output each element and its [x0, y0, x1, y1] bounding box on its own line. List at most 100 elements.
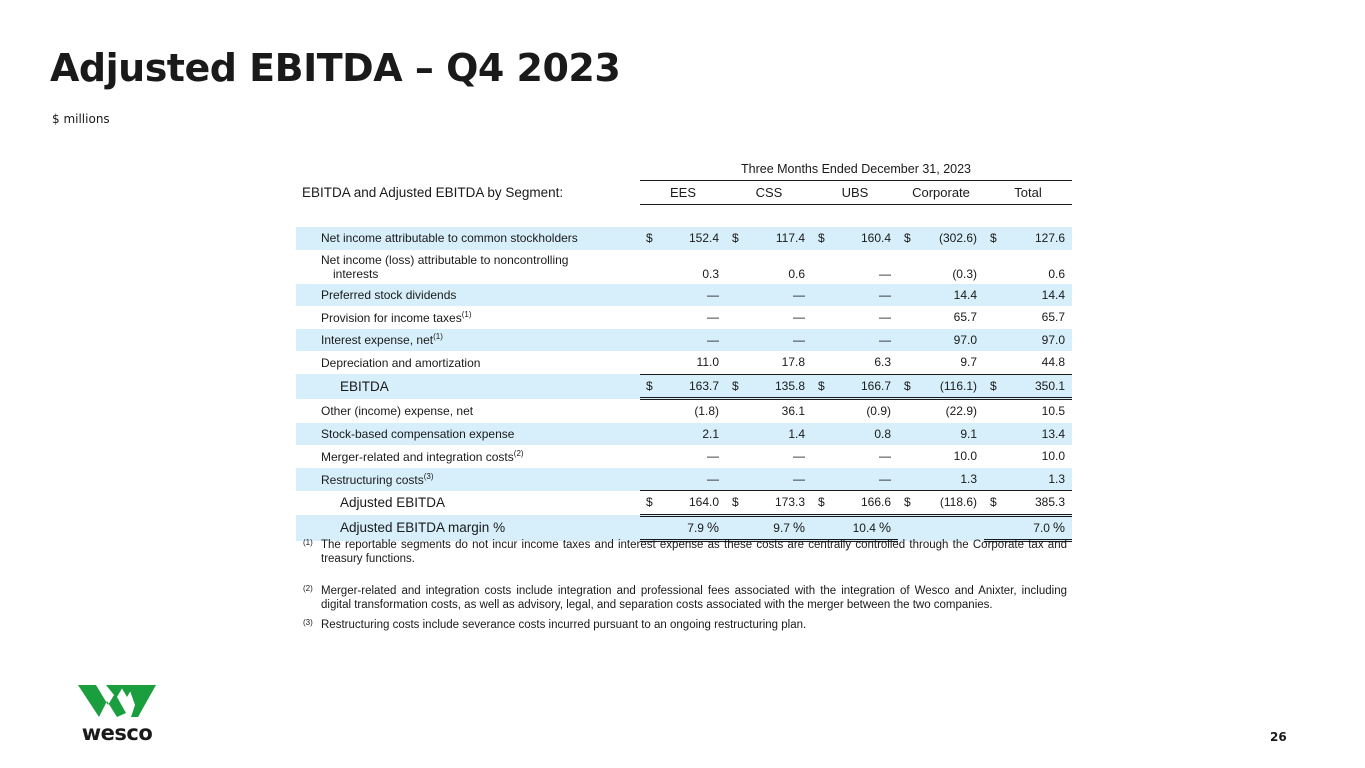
- table-row-restructuring: Restructuring costs(3) — — — 1.3 1.3: [296, 467, 1072, 491]
- footnote-ref: (1): [461, 309, 472, 319]
- table-row-merger-costs: Merger-related and integration costs(2) …: [296, 445, 1072, 468]
- currency-symbol: $: [640, 373, 653, 400]
- margin-value: 10.4: [852, 521, 876, 536]
- row-label: EBITDA: [296, 374, 640, 399]
- cell-ubs: —: [879, 266, 891, 281]
- row-label-text: Merger-related and integration costs: [321, 449, 514, 464]
- cell-total: 97.0: [996, 328, 1072, 351]
- cell-corporate: (116.1): [910, 373, 984, 400]
- percent-sign: %: [878, 520, 891, 536]
- cell-css: 0.6: [788, 266, 805, 281]
- cell-ees: —: [707, 449, 719, 464]
- cell-ees: 0.3: [702, 266, 719, 281]
- footnote-marker: (1): [303, 538, 313, 547]
- cell-corporate: 9.1: [910, 422, 984, 445]
- cell-total: 350.1: [996, 373, 1072, 400]
- cell-total: 44.8: [1041, 355, 1065, 370]
- cell-css: —: [738, 328, 812, 351]
- cell-ees: 11.0: [696, 355, 719, 370]
- table-row-stock-compensation: Stock-based compensation expense 2.1 1.4…: [296, 422, 1072, 445]
- cell-css: 17.8: [781, 355, 805, 370]
- cell-css: 9.7%: [738, 515, 812, 542]
- row-label: Interest expense, net(1): [296, 328, 640, 351]
- row-label: Net income attributable to common stockh…: [296, 227, 640, 250]
- cell-ees: —: [652, 467, 726, 491]
- wesco-wordmark: wesco: [81, 721, 153, 745]
- cell-total: 14.4: [996, 283, 1072, 306]
- table-row-preferred-dividends: Preferred stock dividends — — — 14.4 14.…: [296, 283, 1072, 306]
- currency-symbol: $: [984, 490, 997, 517]
- margin-value: 7.9: [687, 521, 704, 536]
- currency-symbol: $: [984, 373, 997, 400]
- footnote-text: Restructuring costs include severance co…: [321, 619, 807, 631]
- cell-css: 1.4: [738, 422, 812, 445]
- cell-total: 7.0%: [996, 515, 1072, 542]
- margin-value: 7.0: [1033, 521, 1050, 536]
- cell-ees: 163.7: [652, 373, 726, 400]
- table-row-noncontrolling: Net income (loss) attributable to noncon…: [296, 250, 1072, 284]
- row-label: Other (income) expense, net: [321, 403, 474, 418]
- cell-total: 10.5: [1041, 404, 1065, 419]
- table-row-adjusted-ebitda: Adjusted EBITDA $164.0 $173.3 $166.6 $ (1…: [296, 490, 1072, 517]
- segment-table-title: EBITDA and Adjusted EBITDA by Segment:: [302, 185, 564, 200]
- column-header-corporate: Corporate: [898, 180, 984, 205]
- row-label: Net income (loss) attributable to noncon…: [296, 250, 640, 284]
- units-subtitle: $ millions: [52, 112, 110, 126]
- percent-sign: %: [1052, 520, 1065, 536]
- footnote-3: (3) Restructuring costs include severanc…: [303, 618, 1067, 632]
- row-label: Stock-based compensation expense: [296, 422, 640, 445]
- cell-css: 36.1: [781, 404, 805, 419]
- table-row-depreciation: Depreciation and amortization 11.0 17.8 …: [296, 351, 1072, 374]
- cell-ubs: 6.3: [874, 355, 891, 370]
- footnote-ref: (3): [423, 471, 434, 481]
- cell-corporate: 10.0: [953, 449, 977, 464]
- table-row-net-income: Net income attributable to common stockh…: [296, 227, 1072, 250]
- cell-css: —: [738, 467, 812, 491]
- cell-ubs: 10.4%: [824, 515, 898, 542]
- cell-ubs: (0.9): [866, 404, 891, 419]
- cell-ees: —: [652, 283, 726, 306]
- footnote-marker: (2): [303, 584, 313, 593]
- cell-corporate: 14.4: [910, 283, 984, 306]
- table-row-income-taxes: Provision for income taxes(1) — — — 65.7…: [296, 306, 1072, 329]
- row-label-text: Interest expense, net: [321, 333, 434, 348]
- row-label-text: Provision for income taxes: [321, 310, 462, 325]
- table-row-interest-expense: Interest expense, net(1) — — — 97.0 97.0: [296, 328, 1072, 351]
- cell-ees: 152.4: [652, 227, 726, 250]
- currency-symbol: $: [812, 490, 825, 517]
- cell-corporate: 97.0: [910, 328, 984, 351]
- cell-css: 173.3: [738, 490, 812, 517]
- wesco-w-mark-icon: [78, 685, 156, 717]
- currency-symbol: $: [898, 490, 911, 517]
- wesco-logo: wesco: [76, 683, 158, 745]
- table-row-other-expense: Other (income) expense, net (1.8) 36.1 (…: [296, 399, 1072, 423]
- cell-ubs: 160.4: [824, 227, 898, 250]
- cell-ees: 7.9%: [652, 515, 726, 542]
- cell-total: 13.4: [996, 422, 1072, 445]
- footnote-1: (1) The reportable segments do not incur…: [303, 538, 1067, 566]
- cell-ubs: 0.8: [824, 422, 898, 445]
- column-header-css: CSS: [726, 180, 812, 205]
- cell-css: 117.4: [738, 227, 812, 250]
- cell-ees: —: [707, 310, 719, 325]
- row-label: Depreciation and amortization: [321, 355, 481, 370]
- cell-css: —: [793, 449, 805, 464]
- cell-corporate: 9.7: [960, 355, 977, 370]
- cell-corporate: (0.3): [952, 266, 977, 281]
- cell-total: 385.3: [996, 490, 1072, 517]
- footnote-marker: (3): [303, 618, 313, 627]
- cell-total: 127.6: [996, 227, 1072, 250]
- cell-total: 0.6: [1048, 266, 1065, 281]
- cell-total: 65.7: [1041, 310, 1065, 325]
- cell-ubs: 166.7: [824, 373, 898, 400]
- row-label-line2: interests: [333, 266, 379, 281]
- row-label: Merger-related and integration costs(2): [296, 445, 640, 468]
- margin-value: 9.7: [773, 521, 790, 536]
- currency-symbol: $: [726, 490, 739, 517]
- currency-symbol: $: [898, 227, 911, 250]
- cell-total: 10.0: [1041, 449, 1065, 464]
- row-label: Adjusted EBITDA: [340, 495, 446, 511]
- footnote-text: The reportable segments do not incur inc…: [321, 539, 1067, 565]
- footnote-ref: (1): [433, 332, 443, 342]
- row-label-text: Restructuring costs: [321, 472, 424, 487]
